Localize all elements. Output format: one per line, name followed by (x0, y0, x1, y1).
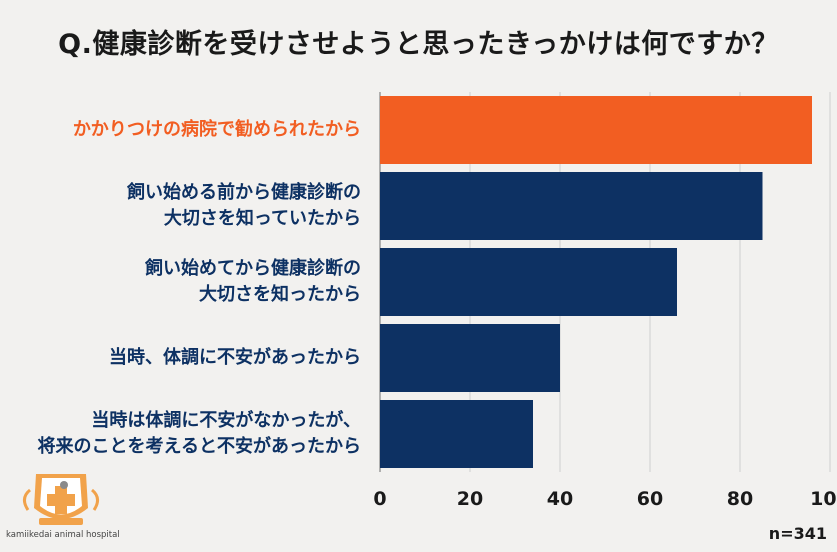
x-tick-label-0: 0 (373, 488, 387, 510)
x-tick-label-80: 80 (726, 488, 754, 510)
bar-5 (380, 400, 533, 468)
bar-3 (380, 248, 677, 316)
category-label-line: 飼い始める前から健康診断の (127, 182, 361, 203)
chart-title: Q.健康診断を受けさせようと思ったきっかけは何ですか？ (58, 29, 779, 60)
category-label-line: 飼い始めてから健康診断の (145, 258, 361, 279)
category-label-5: 当時は体調に不安がなかったが、将来のことを考えると不安があったから (38, 408, 361, 460)
category-label-4: 当時、体調に不安があったから (109, 345, 361, 371)
x-tick-label-40: 40 (546, 488, 574, 510)
sample-size-note: n=341 (768, 524, 827, 543)
hospital-logo-text: kamiikedai animal hospital (6, 530, 120, 540)
category-label-line: 大切さを知ったから (199, 284, 361, 305)
x-tick-label-20: 20 (456, 488, 484, 510)
category-label-line: 当時は体調に不安がなかったが、 (91, 410, 361, 431)
category-label-line: かかりつけの病院で勧められたから (72, 119, 361, 140)
category-label-3: 飼い始めてから健康診断の大切さを知ったから (145, 256, 361, 308)
category-label-2: 飼い始める前から健康診断の大切さを知っていたから (127, 180, 361, 232)
category-label-line: 大切さを知っていたから (163, 208, 361, 229)
bar-2 (380, 172, 763, 240)
category-label-line: 当時、体調に不安があったから (109, 347, 361, 368)
category-label-1: かかりつけの病院で勧められたから (73, 117, 361, 143)
bar-1 (380, 96, 812, 164)
x-tick-label-60: 60 (636, 488, 664, 510)
bar-4 (380, 324, 560, 392)
category-label-line: 将来のことを考えると不安があったから (37, 436, 361, 457)
x-tick-label-100: 100 (810, 488, 837, 510)
hospital-logo-icon (23, 474, 99, 525)
